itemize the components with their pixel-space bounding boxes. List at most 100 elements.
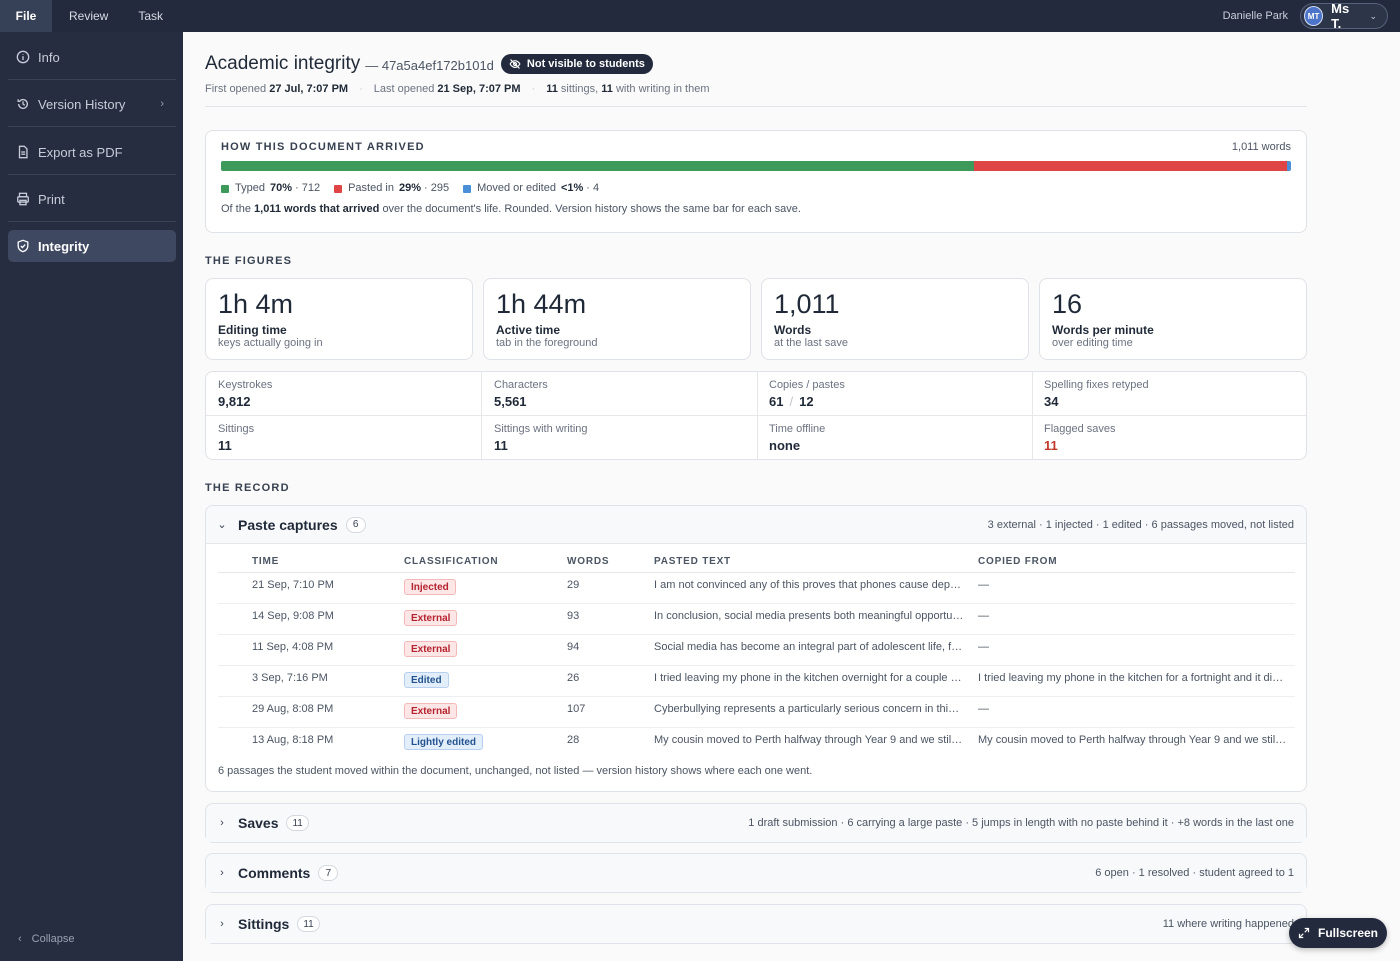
first-opened-label: First opened <box>205 83 267 95</box>
account-name: Ms T. <box>1331 1 1350 31</box>
cell-words: 28 <box>567 734 580 746</box>
writing-count: 11 <box>601 83 613 95</box>
cell-time: 13 Aug, 8:18 PM <box>252 734 334 746</box>
chevron-right-icon: › <box>160 98 164 110</box>
table-row[interactable]: 3 Sep, 7:16 PM Edited 26 I tried leaving… <box>218 666 1295 697</box>
panel-title: Sittings <box>238 916 290 932</box>
legend-moved: Moved or edited <1% · 4 <box>463 182 599 194</box>
collapse-label: Collapse <box>31 933 75 945</box>
stat-time-offline: Time offline none <box>757 416 1033 459</box>
cell-words: 29 <box>567 579 580 591</box>
cell-words: 94 <box>567 641 580 653</box>
panel-summary: 11 where writing happened <box>1162 918 1294 930</box>
classification-tag: External <box>404 610 458 626</box>
arrival-legend: Typed 70% · 712 Pasted in 29% · 295 Moved or… <box>221 182 613 194</box>
figure-sub: at the last save <box>774 337 848 349</box>
count-badge: 6 <box>345 516 366 533</box>
count-badge: 11 <box>286 815 309 831</box>
stat-spelling-fixes: Spelling fixes retyped 34 <box>1032 372 1306 416</box>
cell-pasted-text: In conclusion, social media presents bot… <box>654 610 964 622</box>
fullscreen-label: Fullscreen <box>1317 926 1379 940</box>
comments-toggle[interactable]: › Comments 7 6 open · 1 resolved · stude… <box>206 854 1306 892</box>
saves-toggle[interactable]: › Saves 11 1 draft submission · 6 carryi… <box>206 804 1306 842</box>
figure-value: 1h 44m <box>496 289 587 319</box>
record-heading: THE RECORD <box>205 482 290 494</box>
column-header-classification: CLASSIFICATION <box>404 556 499 567</box>
stat-label: Keystrokes <box>218 379 273 391</box>
sidebar-item-version-history[interactable]: Version History › <box>8 88 176 120</box>
legend-label: Pasted in <box>348 182 394 194</box>
panel-title: Comments <box>238 865 311 881</box>
cell-time: 11 Sep, 4:08 PM <box>252 641 334 653</box>
table-row[interactable]: 13 Aug, 8:18 PM Lightly edited 28 My cou… <box>218 728 1295 759</box>
main-content: Academic integrity — 47a5a4ef172b101d No… <box>205 32 1307 961</box>
column-header-copied-from: COPIED FROM <box>978 556 1058 567</box>
sidebar-item-info[interactable]: Info <box>8 41 176 73</box>
figure-card-active-time: 1h 44m Active time tab in the foreground <box>483 278 751 360</box>
menu-tab-task[interactable]: Task <box>138 9 164 23</box>
figure-label: Words per minute <box>1052 323 1154 337</box>
column-header-time: TIME <box>252 556 280 567</box>
first-opened-value: 27 Jul, 7:07 PM <box>269 83 349 95</box>
menu-tab-file[interactable]: File <box>0 0 52 32</box>
count-badge: 7 <box>318 865 339 881</box>
typed-segment <box>221 161 975 171</box>
fullscreen-button[interactable]: Fullscreen <box>1289 918 1387 948</box>
sittings-count: 11 <box>546 83 558 95</box>
comments-panel: › Comments 7 6 open · 1 resolved · stude… <box>205 853 1307 893</box>
cell-pasted-text: I tried leaving my phone in the kitchen … <box>654 672 964 684</box>
cell-copied-from: — <box>978 579 989 591</box>
saves-panel: › Saves 11 1 draft submission · 6 carryi… <box>205 803 1307 843</box>
cell-pasted-text: Social media has become an integral part… <box>654 641 964 653</box>
sidebar-item-label: Info <box>38 49 60 65</box>
stat-keystrokes: Keystrokes 9,812 <box>206 372 482 416</box>
note-prefix: Of the <box>221 203 251 215</box>
stat-value: 9,812 <box>218 394 251 409</box>
cell-pasted-text: My cousin moved to Perth halfway through… <box>654 734 964 746</box>
figure-value: 16 <box>1052 289 1083 319</box>
stat-sittings: Sittings 11 <box>206 416 482 459</box>
legend-typed: Typed 70% · 712 <box>221 182 320 194</box>
panel-title: Saves <box>238 815 279 831</box>
stat-label: Flagged saves <box>1044 423 1116 435</box>
sidebar: Info Version History › Export as PDF Pri… <box>0 32 183 961</box>
document-icon <box>18 145 28 159</box>
sidebar-item-label: Version History <box>38 96 126 112</box>
sidebar-item-label: Print <box>38 191 65 207</box>
sidebar-divider <box>8 221 176 222</box>
legend-label: Typed <box>235 182 265 194</box>
sidebar-item-integrity[interactable]: Integrity <box>8 230 176 262</box>
menu-tab-review[interactable]: Review <box>69 9 109 23</box>
sidebar-item-print[interactable]: Print <box>8 183 176 215</box>
figure-value: 1h 4m <box>218 289 294 319</box>
legend-count: · 712 <box>295 182 321 194</box>
stat-label: Spelling fixes retyped <box>1044 379 1149 391</box>
figures-heading: THE FIGURES <box>205 255 293 267</box>
table-row[interactable]: 14 Sep, 9:08 PM External 93 In conclusio… <box>218 604 1295 635</box>
sittings-toggle[interactable]: › Sittings 11 11 where writing happened <box>206 905 1306 943</box>
sidebar-item-export-pdf[interactable]: Export as PDF <box>8 136 176 168</box>
classification-tag: External <box>404 703 458 719</box>
chevron-right-icon: › <box>220 918 224 930</box>
chevron-right-icon: › <box>220 817 224 829</box>
cell-words: 26 <box>567 672 580 684</box>
figure-label: Words <box>774 323 812 337</box>
stat-value: 5,561 <box>494 394 527 409</box>
table-row[interactable]: 11 Sep, 4:08 PM External 94 Social media… <box>218 635 1295 666</box>
cell-time: 21 Sep, 7:10 PM <box>252 579 334 591</box>
chevron-down-icon: ⌄ <box>217 519 227 531</box>
stat-label: Sittings <box>218 423 255 435</box>
account-menu-button[interactable]: MT Ms T. ⌄ <box>1300 1 1388 31</box>
cell-time: 14 Sep, 9:08 PM <box>252 610 334 622</box>
collapse-sidebar-button[interactable]: ‹ Collapse <box>18 933 74 945</box>
stat-characters: Characters 5,561 <box>482 372 758 416</box>
sidebar-divider <box>8 126 176 127</box>
paste-captures-toggle[interactable]: ⌄ Paste captures 6 3 external · 1 inject… <box>206 506 1306 544</box>
table-row[interactable]: 29 Aug, 8:08 PM External 107 Cyberbullyi… <box>218 697 1295 728</box>
sidebar-item-label: Integrity <box>38 238 90 254</box>
cell-words: 93 <box>567 610 580 622</box>
top-menu-bar: File Review Task Danielle Park MT Ms T. … <box>0 0 1400 32</box>
cell-time: 3 Sep, 7:16 PM <box>252 672 328 684</box>
figure-card-words: 1,011 Words at the last save <box>761 278 1029 360</box>
table-row[interactable]: 21 Sep, 7:10 PM Injected 29 I am not con… <box>218 573 1295 604</box>
